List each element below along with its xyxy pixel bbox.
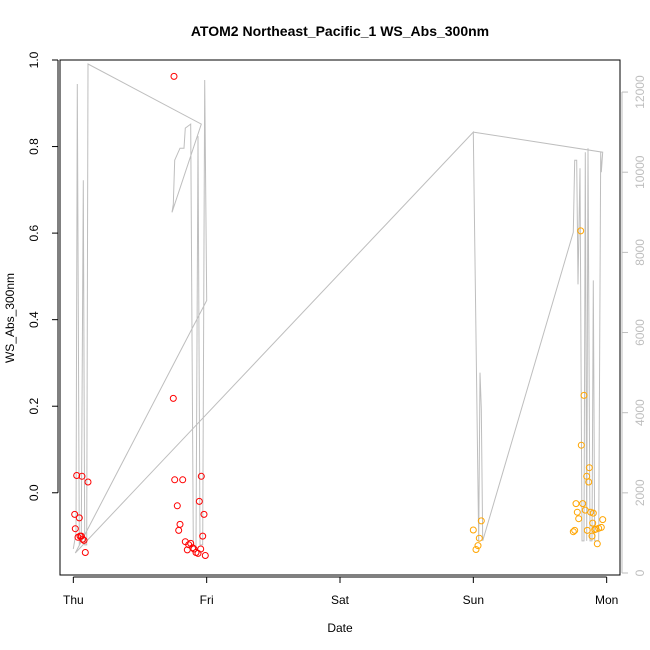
data-point-orange-4 — [477, 517, 485, 525]
data-point-red-30 — [199, 532, 207, 540]
points-layer — [71, 72, 607, 559]
y2-tick-label-0: 0 — [633, 569, 647, 576]
y2-tick-label-3: 6000 — [633, 319, 647, 346]
data-point-orange-20 — [588, 532, 596, 540]
data-point-red-1 — [71, 525, 79, 533]
data-point-orange-0 — [469, 526, 477, 534]
data-point-orange-27 — [597, 523, 605, 531]
data-point-orange-28 — [599, 516, 607, 524]
x-tick-label-3: Sun — [463, 593, 484, 607]
y2-tick-label-4: 8000 — [633, 239, 647, 266]
data-point-orange-16 — [583, 526, 591, 534]
data-point-orange-12 — [579, 500, 587, 508]
data-point-red-8 — [79, 535, 87, 543]
data-point-red-10 — [81, 549, 89, 556]
x-tick-label-2: Sat — [331, 593, 350, 607]
y2-tick-label-5: 10000 — [633, 155, 647, 189]
data-point-orange-21 — [589, 519, 597, 527]
data-point-orange-10 — [577, 227, 585, 235]
y2-tick-label-6: 12000 — [633, 75, 647, 109]
data-point-orange-17 — [585, 478, 593, 486]
y-tick-label-2: 0.4 — [27, 311, 41, 328]
data-point-red-24 — [190, 545, 198, 553]
data-point-red-18 — [179, 476, 187, 484]
data-point-red-2 — [73, 472, 81, 479]
x-axis: Thu Fri Sat Sun Mon — [63, 576, 618, 607]
y-axis-label: WS_Abs_300nm — [3, 273, 17, 363]
data-point-orange-7 — [572, 500, 580, 508]
data-point-red-7 — [78, 472, 86, 480]
y-tick-label-4: 0.8 — [27, 138, 41, 155]
data-point-red-15 — [173, 502, 181, 510]
data-point-red-17 — [176, 520, 184, 528]
data-point-orange-22 — [589, 509, 597, 517]
y-tick-label-1: 0.2 — [27, 398, 41, 415]
x-axis-label: Date — [327, 621, 353, 635]
y-tick-label-0: 0.0 — [27, 484, 41, 501]
y-tick-label-3: 0.6 — [27, 224, 41, 241]
y2-tick-label-1: 2000 — [633, 479, 647, 506]
data-point-orange-6 — [571, 526, 579, 534]
data-point-red-32 — [201, 552, 209, 559]
data-point-orange-18 — [585, 464, 593, 472]
data-point-red-27 — [195, 497, 203, 505]
y-axis: 0.0 0.2 0.4 0.6 0.8 1.0 — [27, 51, 59, 501]
altitude-line — [72, 63, 604, 554]
data-point-orange-3 — [475, 534, 483, 542]
data-point-red-11 — [84, 478, 92, 486]
data-point-red-28 — [197, 545, 205, 553]
chart-title: ATOM2 Northeast_Pacific_1 WS_Abs_300nm — [191, 23, 489, 39]
data-point-orange-25 — [593, 540, 601, 548]
plot-frame — [59, 59, 621, 576]
altitude-layer — [72, 63, 604, 554]
y2-axis: 0 2000 4000 6000 8000 10000 12000 — [621, 75, 647, 576]
data-point-orange-11 — [577, 441, 585, 449]
data-point-red-9 — [80, 536, 88, 544]
data-point-red-12 — [169, 394, 177, 402]
data-point-orange-1 — [472, 546, 480, 553]
data-point-red-16 — [175, 526, 183, 534]
data-point-red-0 — [71, 510, 79, 518]
data-point-red-29 — [197, 472, 205, 480]
data-point-red-14 — [171, 476, 179, 484]
y-tick-label-5: 1.0 — [27, 51, 41, 68]
x-tick-label-1: Fri — [200, 593, 214, 607]
data-point-orange-8 — [573, 508, 581, 516]
data-point-orange-2 — [474, 542, 482, 550]
data-point-orange-5 — [569, 528, 577, 536]
data-point-orange-9 — [575, 515, 583, 523]
data-point-red-31 — [200, 510, 208, 518]
data-point-red-22 — [187, 539, 195, 547]
data-point-red-23 — [189, 544, 197, 552]
x-tick-label-0: Thu — [63, 593, 84, 607]
data-point-red-26 — [194, 549, 202, 557]
data-point-orange-13 — [580, 391, 588, 399]
data-point-red-4 — [75, 514, 83, 522]
y2-tick-label-2: 4000 — [633, 399, 647, 426]
x-tick-label-4: Mon — [595, 593, 618, 607]
data-point-red-13 — [170, 72, 178, 80]
